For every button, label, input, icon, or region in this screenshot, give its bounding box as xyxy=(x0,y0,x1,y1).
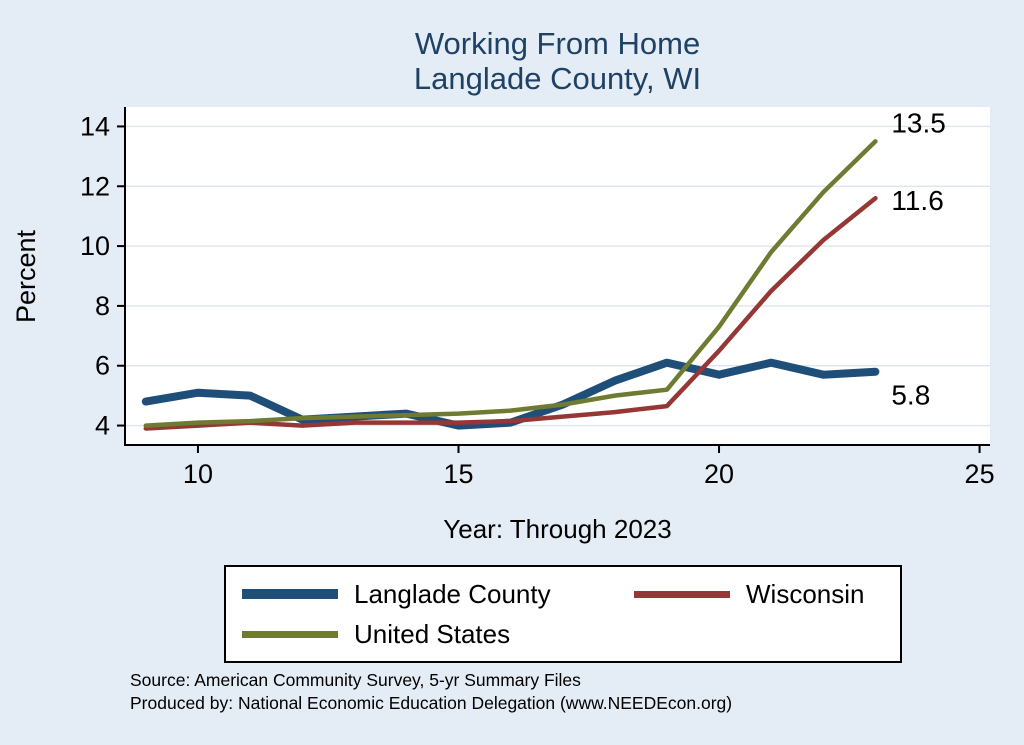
x-tick-label-20: 20 xyxy=(704,459,734,489)
y-axis-title-wrap: Percent xyxy=(4,107,50,445)
legend-item-united-states: United States xyxy=(242,616,634,652)
end-label-wisconsin: 11.6 xyxy=(891,185,943,216)
legend-label-langlade-county: Langlade County xyxy=(354,578,551,609)
end-label-united-states: 13.5 xyxy=(891,107,946,138)
legend-label-united-states: United States xyxy=(354,618,511,649)
legend-label-wisconsin: Wisconsin xyxy=(746,578,865,609)
legend: Langlade County Wisconsin United States xyxy=(224,565,902,663)
x-tick-label-10: 10 xyxy=(183,459,213,489)
legend-swatch-langlade-county xyxy=(242,588,338,600)
y-tick-label-6: 6 xyxy=(95,351,110,381)
chart-title-line-1: Working From Home xyxy=(414,26,701,61)
source-note: Source: American Community Survey, 5-yr … xyxy=(130,670,581,690)
chart-title-line-2: Langlade County, WI xyxy=(413,61,702,97)
x-tick-label-15: 15 xyxy=(443,459,473,489)
y-tick-label-8: 8 xyxy=(95,291,110,321)
footer: Source: American Community Survey, 5-yr … xyxy=(130,669,732,715)
x-axis-title: Year: Through 2023 xyxy=(443,514,672,544)
y-tick-label-4: 4 xyxy=(95,411,110,441)
y-tick-label-14: 14 xyxy=(80,111,110,141)
legend-item-langlade-county: Langlade County xyxy=(242,576,634,612)
y-tick-label-10: 10 xyxy=(80,231,110,261)
series-line-united-states xyxy=(143,139,878,428)
produced-by-note: Produced by: National Economic Education… xyxy=(130,692,733,713)
legend-item-wisconsin: Wisconsin xyxy=(634,576,900,612)
legend-swatch-wisconsin xyxy=(634,590,730,598)
end-label-langlade-county: 5.8 xyxy=(891,380,930,411)
y-axis-title: Percent xyxy=(11,229,42,323)
legend-swatch-united-states xyxy=(242,630,338,638)
chart-title: Working From Home Langlade County, WI xyxy=(125,26,990,97)
y-tick-label-12: 12 xyxy=(80,171,110,201)
x-tick-label-25: 25 xyxy=(965,459,995,489)
series-line-wisconsin xyxy=(143,195,878,431)
plot-area xyxy=(125,107,990,445)
